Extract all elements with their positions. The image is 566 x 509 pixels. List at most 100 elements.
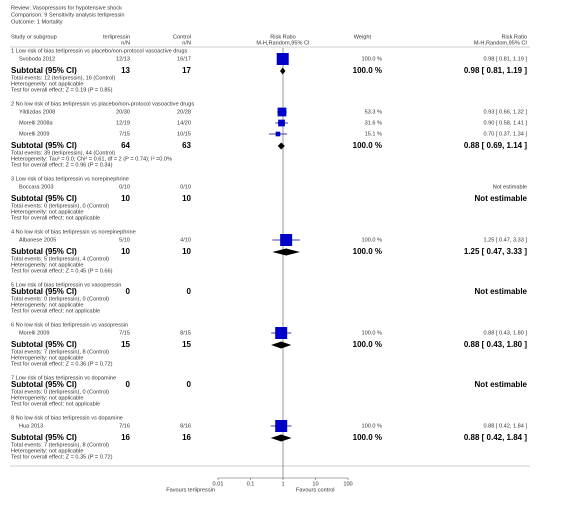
subgroup-title: 8 No low risk of bias terlipressin vs do… — [11, 415, 123, 421]
weight: 100.0 % — [361, 237, 382, 243]
column-header: n/N — [182, 40, 191, 46]
study-square — [280, 234, 293, 246]
subtotal-treatment: 0 — [126, 287, 131, 296]
heterogeneity: Heterogeneity: not applicable — [11, 448, 83, 454]
overall-effect: Test for overall effect: Z = 0.36 (P = 0… — [11, 361, 113, 367]
column-header: Risk Ratio — [270, 34, 296, 40]
heterogeneity: Heterogeneity: not applicable — [11, 302, 83, 308]
study-name: Morelli 2008a — [19, 120, 53, 126]
heterogeneity: Heterogeneity: not applicable — [11, 355, 83, 361]
column-header: Weight — [354, 34, 372, 40]
subtotal-control: 0 — [187, 380, 192, 389]
column-header: n/N — [121, 40, 130, 46]
control-events: 4/10 — [180, 237, 191, 243]
effect-label: 0.88 [ 0.43, 1.80 ] — [483, 330, 527, 336]
subtotal-control: 63 — [182, 141, 191, 150]
treatment-events: 0/10 — [119, 184, 130, 190]
effect-label: Not estimable — [493, 184, 527, 190]
subtotal-weight: 100.0 % — [353, 247, 382, 256]
study-square — [275, 327, 288, 339]
subtotal-weight: 100.0 % — [353, 340, 382, 349]
subgroup-title: 2 No low risk of bias terlipressin vs pl… — [11, 101, 194, 107]
subtotal-effect: 1.25 [ 0.47, 3.33 ] — [464, 247, 527, 256]
comparison: Comparison: 9 Sensitivity analysis terli… — [11, 12, 124, 18]
study-name: Boccara 2003 — [19, 184, 54, 190]
subtotal-diamond — [277, 142, 285, 150]
study-name: Albanese 2005 — [19, 237, 56, 243]
x-tick-label: 0.01 — [213, 481, 224, 487]
heterogeneity: Heterogeneity: not applicable — [11, 262, 83, 268]
control-events: 8/16 — [180, 423, 191, 429]
x-tick-label: 0.1 — [247, 481, 255, 487]
overall-effect: Test for overall effect: Z = 0.19 (P = 0… — [11, 87, 113, 93]
total-events: Total events: 0 (terlipressin), 0 (Contr… — [11, 296, 109, 302]
subtotal-effect: 0.98 [ 0.81, 1.19 ] — [464, 66, 527, 75]
effect-label: 0.70 [ 0.37, 1.34 ] — [483, 131, 527, 137]
overall-effect: Test for overall effect: Z = 0.96 (P = 0… — [11, 162, 113, 168]
effect-label: 1.25 [ 0.47, 3.33 ] — [483, 237, 527, 243]
total-events: Total events: 39 (terlipressin), 44 (Con… — [11, 150, 115, 156]
subtotal-effect: 0.88 [ 0.42, 1.84 ] — [464, 433, 527, 442]
x-tick-label: 10 — [312, 481, 318, 487]
treatment-events: 7/15 — [119, 330, 130, 336]
treatment-events: 7/16 — [119, 423, 130, 429]
subtotal-control: 15 — [182, 340, 191, 349]
heterogeneity: Heterogeneity: not applicable — [11, 395, 83, 401]
subtotal-treatment: 16 — [121, 433, 130, 442]
subtotal-label: Subtotal (95% CI) — [11, 247, 77, 256]
subtotal-weight: 100.0 % — [353, 66, 382, 75]
overall-effect: Test for overall effect: Z = 0.35 (P = 0… — [11, 454, 113, 460]
heterogeneity: Heterogeneity: not applicable — [11, 209, 83, 215]
weight: 15.1 % — [365, 131, 382, 137]
subtotal-diamond — [272, 248, 300, 256]
subtotal-effect: Not estimable — [475, 194, 528, 203]
column-header: M-H,Random,95% CI — [256, 40, 310, 46]
subtotal-control: 17 — [182, 66, 191, 75]
overall-effect: Test for overall effect: Z = 0.45 (P = 0… — [11, 268, 113, 274]
control-events: 0/10 — [180, 184, 191, 190]
total-events: Total events: 5 (terlipressin), 4 (Contr… — [11, 256, 109, 262]
subtotal-treatment: 13 — [121, 66, 130, 75]
subtotal-control: 10 — [182, 247, 191, 256]
study-square — [278, 119, 285, 127]
subtotal-weight: 100.0 % — [353, 141, 382, 150]
subtotal-weight: 100.0 % — [353, 433, 382, 442]
study-square — [275, 420, 288, 432]
subtotal-label: Subtotal (95% CI) — [11, 380, 77, 389]
study-square — [277, 107, 287, 117]
study-square — [276, 53, 289, 65]
x-tick-label: 1 — [281, 481, 284, 487]
subtotal-treatment: 64 — [121, 141, 130, 150]
subtotal-treatment: 10 — [121, 247, 130, 256]
subtotal-treatment: 0 — [126, 380, 131, 389]
treatment-events: 20/30 — [116, 109, 130, 115]
total-events: Total events: 12 (terlipressin), 16 (Con… — [11, 75, 115, 81]
favours-left: Favours terlipressin — [166, 487, 215, 493]
treatment-events: 7/15 — [119, 131, 130, 137]
subtotal-label: Subtotal (95% CI) — [11, 194, 77, 203]
treatment-events: 12/13 — [116, 56, 130, 62]
control-events: 8/15 — [180, 330, 191, 336]
total-events: Total events: 7 (terlipressin), 8 (Contr… — [11, 349, 109, 355]
heterogeneity: Heterogeneity: not applicable — [11, 81, 83, 87]
weight: 53.3 % — [365, 109, 382, 115]
outcome: Outcome: 1 Mortality — [11, 19, 63, 25]
heterogeneity: Heterogeneity: Tau² = 0.0; Chi² = 0.61, … — [11, 156, 172, 162]
subtotal-effect: 0.88 [ 0.69, 1.14 ] — [464, 141, 527, 150]
subgroup-title: 7 Low risk of bias terlipressin vs dopam… — [11, 375, 116, 381]
effect-label: 0.93 [ 0.66, 1.32 ] — [483, 109, 527, 115]
control-events: 16/17 — [177, 56, 191, 62]
column-header: Study or subgroup — [11, 34, 57, 40]
weight: 100.0 % — [361, 423, 382, 429]
effect-label: 0.88 [ 0.42, 1.84 ] — [483, 423, 527, 429]
subtotal-treatment: 10 — [121, 194, 130, 203]
subtotal-label: Subtotal (95% CI) — [11, 340, 77, 349]
subtotal-control: 0 — [187, 287, 192, 296]
column-header: M-H,Random,95% CI — [474, 40, 528, 46]
total-events: Total events: 0 (terlipressin), 0 (Contr… — [11, 389, 109, 395]
study-name: Yildizdas 2008 — [19, 109, 55, 115]
x-tick-label: 100 — [343, 481, 352, 487]
study-square — [275, 131, 281, 137]
subtotal-diamond — [271, 341, 292, 349]
